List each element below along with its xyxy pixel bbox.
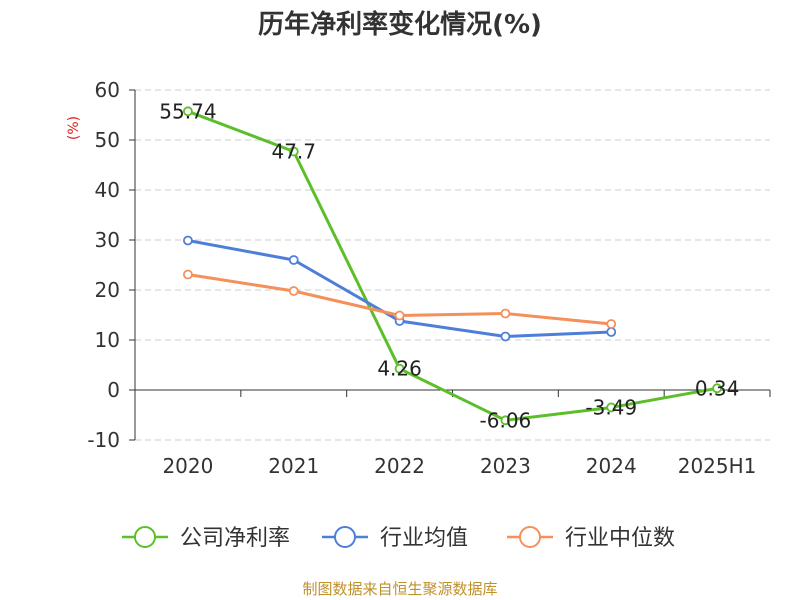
series-line	[187, 109, 718, 422]
data-label: 47.7	[271, 140, 316, 164]
legend-label: 行业中位数	[565, 526, 675, 551]
axes: -10 0 10 20 30 40 50 60 2020 2021 2022 2023 2024 2025…	[87, 78, 771, 478]
legend-label: 公司净利率	[180, 526, 290, 551]
source-note: 制图数据来自恒生聚源数据库	[302, 580, 498, 598]
chart-title: 历年净利率变化情况(%)	[258, 10, 542, 40]
y-axis-label: (%)	[66, 116, 82, 140]
y-tick-label: 60	[95, 78, 120, 102]
data-point	[394, 310, 405, 321]
y-tick-label: 40	[95, 178, 120, 202]
data-point	[500, 331, 511, 342]
legend-item: 公司净利率	[122, 526, 290, 551]
data-point	[394, 363, 405, 374]
y-tick-label: 50	[95, 128, 120, 152]
data-label: -3.49	[585, 395, 637, 419]
data-point	[288, 255, 299, 265]
data-label: 55.74	[159, 99, 216, 123]
x-tick-label: 2025H1	[678, 454, 757, 478]
y-tick-label: 0	[107, 378, 120, 402]
data-point	[606, 319, 617, 329]
data-labels: 55.74 47.7 4.26 -6.06 -3.49 0.34	[159, 99, 739, 432]
data-point	[183, 235, 193, 246]
legend-swatch-marker	[334, 526, 356, 548]
data-point	[606, 327, 617, 337]
y-tick-label: 10	[95, 328, 120, 352]
x-tick-label: 2020	[162, 454, 213, 478]
legend-swatch-marker	[519, 526, 541, 548]
y-tick-label: 30	[95, 228, 120, 252]
data-point	[288, 146, 299, 157]
x-tick-label: 2021	[268, 454, 319, 478]
y-tick-label: 20	[95, 278, 120, 302]
legend: 公司净利率 行业均值 行业中位数	[122, 526, 675, 551]
x-tick-label: 2023	[480, 454, 531, 478]
data-point	[288, 286, 299, 296]
legend-item: 行业中位数	[507, 526, 675, 551]
x-tick-label: 2024	[586, 454, 637, 478]
legend-item: 行业均值	[322, 526, 468, 551]
grid-lines	[135, 89, 770, 441]
data-point	[500, 415, 511, 426]
data-point	[183, 106, 193, 117]
data-point	[183, 269, 193, 280]
data-label: 4.26	[377, 357, 422, 381]
data-point	[712, 383, 722, 394]
legend-swatch-marker	[134, 526, 156, 548]
x-tick-label: 2022	[374, 454, 425, 478]
y-tick-label: -10	[87, 428, 120, 452]
legend-label: 行业均值	[380, 526, 468, 551]
data-label: 0.34	[695, 376, 740, 400]
data-label: -6.06	[480, 408, 532, 432]
data-point	[606, 402, 617, 413]
series-lines	[183, 106, 722, 426]
data-point	[500, 308, 511, 319]
